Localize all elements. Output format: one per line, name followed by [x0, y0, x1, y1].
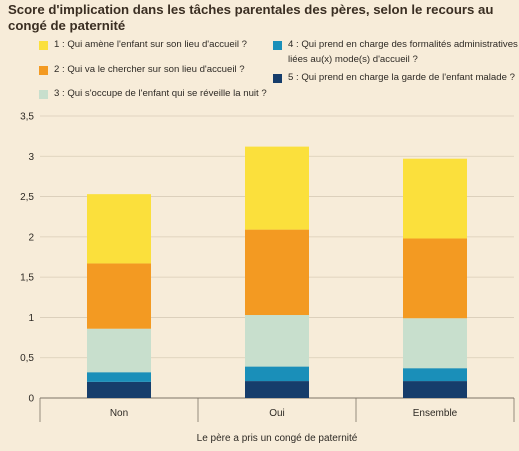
legend-label-2: 2 : Qui va le chercher sur son lieu d'ac…	[54, 64, 245, 75]
bar-segment-oui-s4	[245, 229, 309, 316]
x-tick-label: Oui	[269, 408, 285, 419]
x-tick-label: Non	[110, 408, 128, 419]
x-tick-label: Ensemble	[413, 408, 458, 419]
legend-swatch-1	[39, 41, 48, 50]
bar-segment-ensemble-s2	[403, 368, 467, 382]
legend-label-4-line1: 4 : Qui prend en charge des formalités a…	[288, 39, 518, 50]
bar-segment-oui-s1	[245, 381, 309, 398]
bar-segment-non-s2	[87, 372, 151, 382]
y-tick-label: 3	[28, 152, 34, 163]
bar-segment-oui-s2	[245, 366, 309, 382]
bar-segment-ensemble-s3	[403, 318, 467, 369]
bar-segment-non-s1	[87, 381, 151, 398]
y-tick-label: 3,5	[20, 112, 34, 123]
bar-segment-ensemble-s1	[403, 381, 467, 398]
y-tick-label: 0	[28, 394, 34, 405]
y-tick-label: 1,5	[20, 273, 34, 284]
legend-swatch-4	[273, 41, 282, 50]
bar-segment-ensemble-s5	[403, 158, 467, 239]
bar-segment-oui-s3	[245, 315, 309, 367]
legend-label-4-line2: liées au(x) mode(s) d'accueil ?	[288, 54, 418, 65]
y-tick-label: 2,5	[20, 192, 34, 203]
y-tick-label: 2	[28, 232, 34, 243]
bar-segment-non-s3	[87, 328, 151, 373]
x-axis-label: Le père a pris un congé de paternité	[197, 433, 358, 444]
legend-swatch-5	[273, 74, 282, 83]
legend-label-3: 3 : Qui s'occupe de l'enfant qui se réve…	[54, 88, 267, 99]
legend-swatch-3	[39, 90, 48, 99]
legend-label-5: 5 : Qui prend en charge la garde de l'en…	[288, 72, 515, 83]
legend-swatch-2	[39, 66, 48, 75]
bar-segment-non-s5	[87, 194, 151, 264]
bar-segment-ensemble-s4	[403, 238, 467, 319]
y-tick-label: 1	[28, 313, 34, 324]
bar-segment-non-s4	[87, 263, 151, 329]
chart-title: Score d'implication dans les tâches pare…	[8, 2, 494, 33]
bar-segment-oui-s5	[245, 146, 309, 230]
legend-label-1: 1 : Qui amène l'enfant sur son lieu d'ac…	[54, 39, 247, 50]
y-tick-label: 0,5	[20, 353, 34, 364]
